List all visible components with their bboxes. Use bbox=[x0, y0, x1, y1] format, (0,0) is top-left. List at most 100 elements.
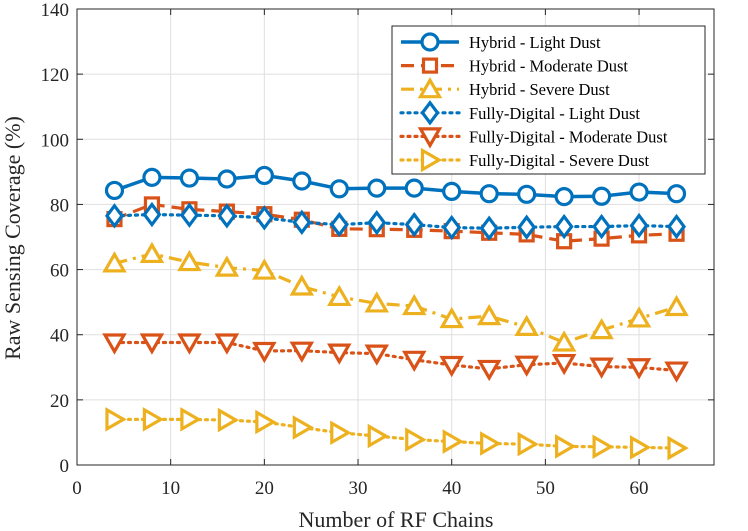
data-point bbox=[517, 431, 539, 457]
legend-label: Hybrid - Severe Dust bbox=[469, 80, 610, 99]
data-point bbox=[104, 203, 124, 229]
data-point bbox=[479, 215, 499, 241]
x-tick-label: 30 bbox=[349, 478, 368, 499]
legend-marker bbox=[420, 147, 443, 173]
data-point bbox=[629, 435, 652, 460]
data-point bbox=[554, 187, 574, 207]
data-point bbox=[330, 420, 352, 446]
series-line bbox=[112, 212, 679, 230]
series-5 bbox=[102, 333, 689, 383]
y-tick-label: 60 bbox=[50, 261, 69, 282]
data-point bbox=[105, 407, 127, 432]
series-line bbox=[113, 173, 677, 199]
series-4 bbox=[104, 201, 687, 241]
data-point bbox=[442, 181, 462, 201]
data-point bbox=[289, 274, 315, 296]
data-point bbox=[626, 306, 652, 328]
legend-box bbox=[391, 25, 706, 175]
data-point bbox=[667, 435, 689, 461]
data-point bbox=[555, 434, 577, 459]
data-point bbox=[664, 361, 689, 383]
data-point bbox=[180, 407, 202, 432]
legend-marker bbox=[417, 127, 443, 149]
data-point bbox=[255, 409, 277, 435]
data-point bbox=[217, 203, 237, 229]
series-line bbox=[112, 417, 679, 450]
data-point bbox=[327, 343, 352, 365]
legend-entry: Hybrid - Moderate Dust bbox=[401, 57, 628, 76]
series-line bbox=[112, 340, 679, 373]
data-point bbox=[364, 291, 390, 313]
legend: Hybrid - Light Dust Hybrid - Moderate Dus… bbox=[391, 25, 706, 175]
data-point bbox=[589, 357, 614, 379]
data-point bbox=[329, 211, 349, 238]
data-point bbox=[367, 423, 389, 449]
data-point bbox=[252, 341, 277, 364]
data-point bbox=[554, 213, 574, 240]
legend-entry: Hybrid - Severe Dust bbox=[401, 76, 610, 99]
data-point bbox=[367, 210, 387, 236]
data-point bbox=[142, 167, 162, 187]
y-tick-label: 20 bbox=[50, 391, 69, 412]
x-tick-label: 40 bbox=[442, 478, 461, 499]
y-tick-label: 0 bbox=[60, 456, 70, 477]
y-tick-label: 140 bbox=[41, 0, 70, 21]
data-point bbox=[254, 205, 274, 231]
data-point bbox=[214, 333, 240, 355]
data-point bbox=[329, 179, 349, 199]
data-point bbox=[476, 303, 502, 326]
data-point bbox=[514, 355, 539, 377]
legend-label: Fully-Digital - Light Dust bbox=[469, 104, 640, 123]
x-axis-label: Number of RF Chains bbox=[299, 507, 494, 531]
data-point bbox=[254, 165, 274, 186]
data-point bbox=[517, 214, 537, 240]
series-layer bbox=[102, 165, 689, 461]
data-point bbox=[442, 429, 464, 454]
legend-entry: Fully-Digital - Severe Dust bbox=[399, 147, 650, 173]
data-point bbox=[179, 202, 199, 228]
data-point bbox=[292, 415, 315, 440]
data-point bbox=[405, 427, 427, 452]
data-point bbox=[289, 341, 315, 363]
data-point bbox=[551, 330, 577, 352]
x-tick-label: 0 bbox=[72, 478, 82, 499]
y-tick-label: 100 bbox=[41, 130, 70, 151]
legend-entry: Fully-Digital - Moderate Dust bbox=[399, 127, 668, 149]
data-point bbox=[589, 317, 614, 340]
axes-layer: 0 10 20 30 40 50 60 0 20 40 60 80 100 120 140 bbox=[41, 0, 715, 499]
series-line bbox=[114, 252, 677, 345]
y-tick-label: 80 bbox=[50, 195, 69, 216]
x-tick-label: 10 bbox=[161, 478, 180, 499]
data-point bbox=[404, 178, 424, 198]
legend-marker bbox=[420, 32, 440, 52]
legend-entry: Hybrid - Light Dust bbox=[401, 32, 601, 52]
legend-marker bbox=[417, 76, 443, 99]
data-point bbox=[404, 211, 424, 238]
data-point bbox=[102, 251, 127, 273]
series-1 bbox=[104, 165, 687, 207]
data-point bbox=[401, 350, 427, 373]
data-point bbox=[480, 431, 502, 456]
data-point bbox=[367, 178, 387, 198]
data-point bbox=[442, 214, 462, 241]
data-point bbox=[179, 168, 200, 188]
data-point bbox=[664, 294, 689, 317]
legend-label: Hybrid - Moderate Dust bbox=[469, 57, 628, 76]
data-point bbox=[666, 184, 687, 204]
data-point bbox=[551, 353, 577, 376]
data-point bbox=[439, 355, 464, 378]
series-3 bbox=[102, 241, 689, 352]
plot-frame bbox=[76, 8, 715, 466]
data-point bbox=[629, 212, 649, 239]
data-point bbox=[139, 333, 165, 355]
data-point bbox=[364, 344, 390, 366]
legend-marker bbox=[421, 57, 439, 74]
series-6 bbox=[105, 407, 689, 461]
data-point bbox=[217, 407, 240, 433]
data-point bbox=[626, 358, 652, 380]
data-point bbox=[591, 186, 612, 206]
x-tick-label: 50 bbox=[536, 478, 555, 499]
data-point bbox=[252, 258, 277, 280]
